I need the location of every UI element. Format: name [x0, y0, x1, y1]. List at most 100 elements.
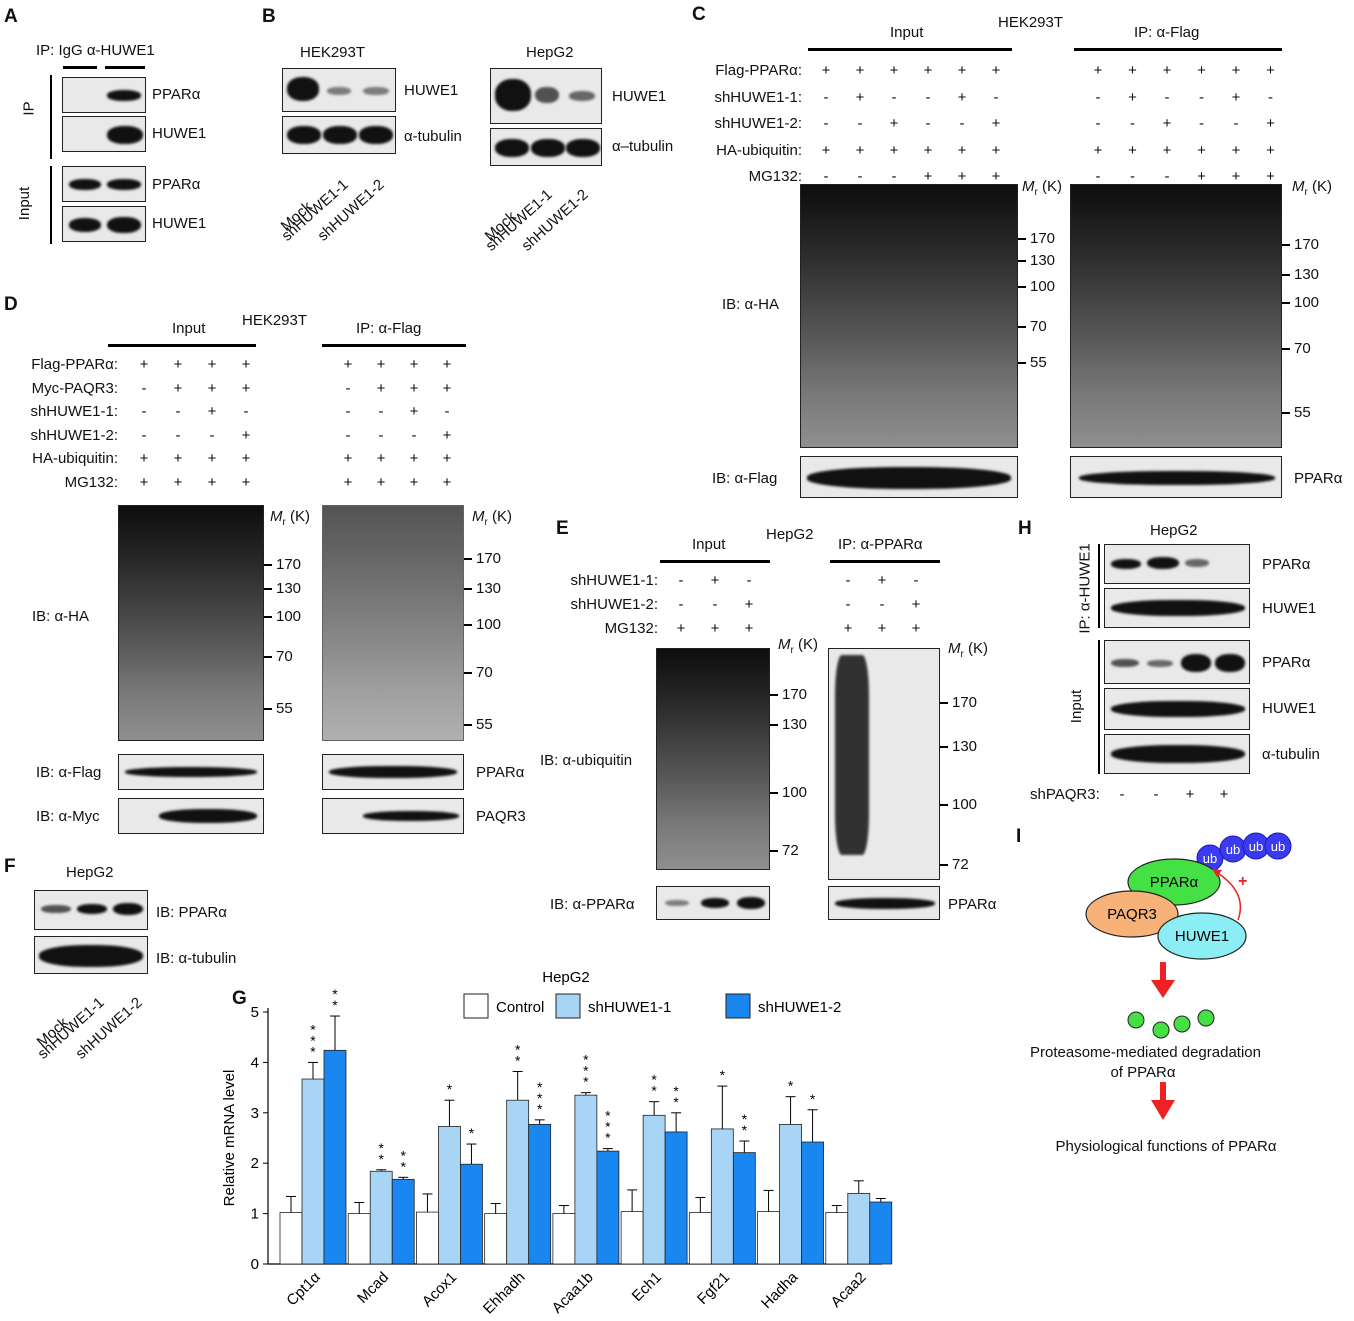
panel-c-cond-mark: + [855, 141, 865, 159]
panel-c-cond-mark: - [891, 168, 897, 185]
panel-d-cond-mark: - [345, 426, 351, 444]
panel-d-cond-label: shHUWE1-2: [30, 426, 118, 444]
panel-d-cond-mark: + [343, 450, 353, 467]
panel-c-cond-mark: + [1162, 141, 1172, 159]
panel-g-letter: G [232, 988, 247, 1009]
significance-star: * [742, 1122, 748, 1138]
bar [869, 1201, 893, 1265]
bar [301, 1078, 325, 1265]
panel-e-cond-mark: - [712, 596, 718, 613]
panel-d-input-header: Input [172, 320, 206, 337]
panel-d-cond-mark: + [442, 356, 452, 373]
paqr3-label: PAQR3 [1107, 906, 1157, 923]
panel-c-cell: HEK293T [998, 14, 1064, 31]
panel-d-ip-marker-tick [464, 624, 472, 626]
panel-b-hepg2-row-2: α–tubulin [612, 138, 674, 155]
significance-star: * [673, 1083, 679, 1099]
panel-e-ip-row: PPARα [948, 896, 997, 913]
panel-b-cell-1: HEK293T [300, 44, 366, 61]
panel-d-cond-mark: + [241, 379, 251, 397]
panel-f-letter: F [4, 856, 16, 877]
panel-a-ip-bracket [50, 75, 52, 159]
panel-c-cond-mark: + [1266, 168, 1275, 185]
panel-e-input-marker-tick [770, 694, 778, 696]
panel-c-input-header: Input [890, 24, 924, 41]
panel-d-cond-label: HA-ubiquitin: [32, 450, 118, 467]
panel-c-cond-mark: - [1164, 168, 1170, 185]
panel-d-blot-input-flag [118, 754, 264, 790]
panel-c-cond-mark: - [857, 115, 863, 132]
bar [642, 1114, 666, 1265]
panel-i-step2: Physiological functions of PPARα [1055, 1138, 1277, 1155]
panel-d-input-marker-tick [264, 656, 272, 658]
significance-star: * [651, 1072, 657, 1088]
panel-e-blot-input-ub [656, 648, 770, 870]
legend-swatch [555, 993, 581, 1019]
bar [620, 1211, 644, 1265]
panel-b-cell-2: HepG2 [526, 44, 574, 61]
panel-d-input-marker-tick [264, 708, 272, 710]
panel-c-cond-mark: + [957, 62, 967, 79]
panel-a-blot-input-huwe1 [62, 206, 146, 242]
significance-star: * [720, 1067, 726, 1083]
panel-b-blot-hek-huwe1 [282, 68, 396, 112]
bar [688, 1212, 712, 1265]
ppar-label: PPARα [1150, 874, 1199, 891]
panel-d-input-marker-tick [264, 588, 272, 590]
panel-c-cond-mark: - [1095, 115, 1101, 132]
panel-b-hek-row-2: α-tubulin [404, 128, 462, 145]
panel-c-cond-mark: + [855, 62, 865, 79]
panel-d-cond-mark: - [209, 426, 215, 444]
huwe1-label: HUWE1 [1175, 928, 1229, 945]
panel-c-input-marker-tick [1018, 238, 1026, 240]
panel-d-mr-ip: Mr (K) [472, 508, 513, 528]
panel-f-blot-tubulin [34, 936, 148, 974]
panel-d-cond-mark: + [173, 379, 183, 397]
panel-c-cond-mark: + [1266, 62, 1275, 79]
panel-e-input-marker-label: 100 [782, 784, 808, 801]
significance-star: * [515, 1041, 521, 1057]
panel-h-mark: - [1153, 786, 1159, 803]
bar [279, 1212, 303, 1265]
y-tick-label: 3 [251, 1105, 259, 1122]
panel-d-cond-mark: - [444, 403, 450, 420]
significance-star: * [742, 1111, 748, 1127]
significance-star: * [537, 1101, 543, 1117]
x-tick-label: Acaa1b [549, 1269, 597, 1317]
panel-e-cell: HepG2 [766, 526, 814, 543]
panel-i-step1: Proteasome-mediated degradation [1030, 1044, 1261, 1061]
panel-d-cond-mark: + [241, 356, 251, 373]
bar [732, 1152, 756, 1265]
panel-c-cond-mark: - [823, 115, 829, 132]
panel-c-mr-input: Mr (K) [1022, 178, 1063, 198]
significance-star: * [651, 1083, 657, 1099]
ub-circle-4 [1264, 832, 1292, 860]
panel-e-cond-mark: - [678, 596, 684, 613]
panel-d-cond-mark: + [409, 379, 419, 397]
panel-c-cond-label: MG132: [748, 168, 802, 185]
ppar-dot-2 [1152, 1021, 1170, 1039]
panel-b-blot-hepg2-huwe1 [490, 68, 602, 124]
panel-h-cond-label: shPAQR3: [1030, 786, 1100, 803]
panel-h-section-ip: IP: α-HUWE1 [1076, 543, 1094, 634]
panel-a-huwe1-line [105, 66, 145, 69]
panel-c-cond-mark: + [1093, 62, 1103, 79]
panel-e-input-marker-label: 130 [782, 716, 808, 733]
panel-d-cond-mark: + [409, 450, 419, 467]
panel-d-cond-mark: + [343, 356, 353, 373]
significance-star: * [400, 1147, 406, 1163]
panel-d-input-marker-tick [264, 564, 272, 566]
panel-d-ib-ha: IB: α-HA [32, 608, 90, 625]
panel-e-cond-label: MG132: [604, 620, 658, 637]
panel-a-section-ip: IP [20, 101, 38, 116]
bar [847, 1193, 871, 1265]
panel-c-mr-ip: Mr (K) [1292, 178, 1333, 198]
panel-c-ip-marker-label: 100 [1294, 294, 1320, 311]
bar [391, 1178, 415, 1265]
significance-star: * [310, 1021, 316, 1037]
panel-c-ib-ha: IB: α-HA [722, 296, 780, 313]
bar [369, 1170, 393, 1265]
panel-d-cond-mark: + [241, 426, 251, 444]
panel-c-blot-ip-flag [1070, 456, 1282, 498]
panel-d-ip-marker-tick [464, 724, 472, 726]
